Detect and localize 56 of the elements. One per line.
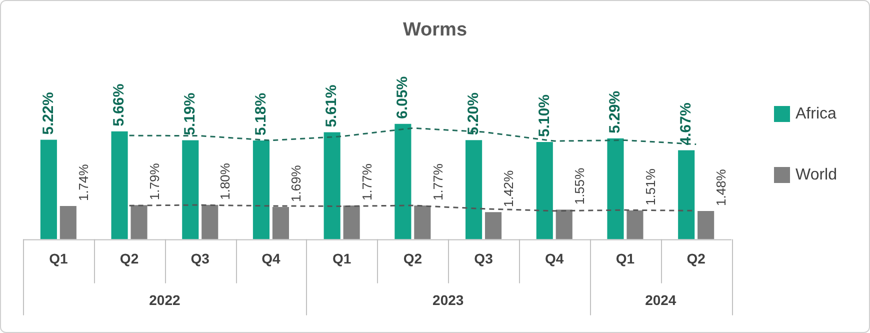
x-tick-label: Q2	[403, 250, 422, 266]
x-tick-label: Q3	[474, 250, 494, 266]
x-tick-label: Q1	[49, 250, 68, 266]
bar	[182, 140, 199, 240]
data-label: 5.61%	[323, 84, 340, 128]
x-tick-label: Q3	[190, 250, 210, 266]
bar	[626, 210, 644, 240]
chart-title: Worms	[402, 20, 468, 41]
data-label: 1.79%	[146, 162, 162, 200]
text: 2023	[432, 292, 464, 308]
bar	[394, 124, 412, 240]
legend-label: World	[796, 166, 838, 184]
bar	[556, 210, 572, 240]
data-label: 4.67%	[677, 102, 694, 146]
bar	[130, 205, 148, 240]
bar	[272, 206, 289, 240]
bar	[40, 140, 57, 240]
data-label: 5.20%	[464, 92, 482, 136]
data-label: 5.19%	[182, 92, 199, 136]
bar	[466, 140, 482, 240]
data-label: 1.77%	[430, 163, 446, 200]
x-tick-label: Q4	[545, 250, 564, 266]
data-label: 1.55%	[572, 167, 587, 205]
data-label: 5.18%	[252, 92, 270, 136]
bar	[202, 204, 218, 240]
x-tick-label: Q1	[616, 250, 635, 266]
bar	[484, 212, 502, 240]
bar	[324, 132, 340, 240]
bar	[414, 205, 431, 240]
data-label: 5.10%	[536, 94, 553, 138]
bar	[343, 205, 360, 240]
x-tick-label: Q2	[686, 250, 706, 266]
data-label: 5.29%	[606, 90, 624, 134]
data-label: 6.05%	[394, 76, 412, 119]
data-label: 1.42%	[501, 170, 516, 208]
data-label: 1.77%	[359, 163, 374, 200]
data-label: 1.74%	[76, 164, 92, 202]
data-label: 1.69%	[288, 164, 304, 202]
x-tick-label: Q2	[120, 250, 139, 266]
bar	[607, 138, 624, 240]
text: 2024	[645, 292, 676, 308]
bar	[252, 140, 270, 240]
x-tick-label: Q1	[332, 250, 352, 266]
x-tick-label: Q4	[262, 250, 281, 266]
bar	[536, 142, 553, 240]
data-label: 1.48%	[714, 168, 729, 206]
bar	[111, 131, 128, 240]
data-label: 1.80%	[218, 162, 233, 200]
data-label: 5.66%	[110, 84, 128, 126]
legend-label: Africa	[796, 105, 837, 122]
data-label: 1.51%	[642, 168, 658, 206]
bar	[678, 150, 695, 240]
bar	[698, 210, 714, 240]
bar	[60, 206, 76, 240]
text: 2022	[149, 292, 180, 308]
data-label: 5.22%	[40, 92, 57, 135]
